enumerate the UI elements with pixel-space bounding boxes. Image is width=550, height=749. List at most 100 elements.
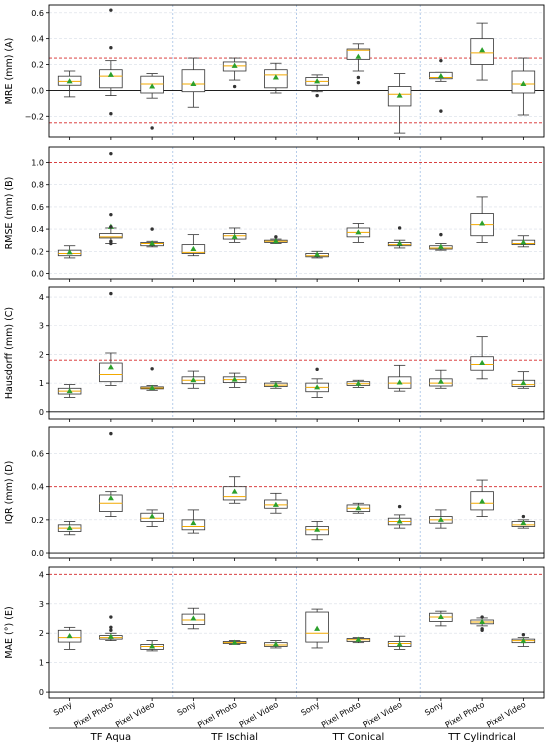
mean-marker <box>520 80 527 86</box>
mean-marker <box>272 501 279 507</box>
box-3 <box>181 234 206 257</box>
panel-frame <box>48 426 545 559</box>
panel-frame <box>48 4 545 138</box>
box-7 <box>346 43 371 85</box>
y-axis-label: IQR (mm) (D) <box>4 461 15 525</box>
y-tick-label: 1.0 <box>31 159 44 168</box>
outlier-point <box>315 93 319 98</box>
outlier-point <box>397 226 402 230</box>
mean-marker <box>437 243 444 249</box>
mean-marker <box>355 380 362 386</box>
box-3 <box>181 509 206 534</box>
box-7 <box>346 636 371 644</box>
mean-marker <box>107 633 114 639</box>
mean-marker <box>479 498 486 504</box>
outlier-point <box>150 367 154 371</box>
mean-marker <box>190 377 197 383</box>
mean-marker <box>396 240 403 246</box>
outlier-point <box>109 615 113 619</box>
box-6 <box>305 608 329 649</box>
box-0 <box>57 626 82 650</box>
box-1 <box>99 151 123 246</box>
mean-marker <box>190 80 197 86</box>
y-tick-label: 0.8 <box>31 181 44 190</box>
box-4 <box>222 476 247 504</box>
box-11 <box>511 235 536 248</box>
outlier-point <box>109 628 113 632</box>
mean-marker <box>520 637 527 644</box>
mean-marker <box>190 519 197 526</box>
group-label: TF Ischial <box>210 732 258 743</box>
box-0 <box>57 384 82 398</box>
outlier-point <box>109 8 113 12</box>
box-7 <box>346 502 371 514</box>
x-tick-label: Sony <box>423 700 445 718</box>
box-2 <box>140 640 164 652</box>
outlier-point <box>521 514 526 519</box>
outlier-point <box>439 58 443 63</box>
box-1 <box>99 291 123 386</box>
outlier-point <box>356 80 361 85</box>
outlier-point <box>439 232 443 237</box>
mean-marker <box>479 618 486 625</box>
y-tick-label: 0.6 <box>31 450 44 459</box>
box-6 <box>305 367 329 398</box>
y-tick-label: 4 <box>39 293 44 302</box>
box-0 <box>57 521 82 536</box>
x-tick-label: Pixel Video <box>485 700 527 730</box>
x-tick-label: Pixel Photo <box>72 700 115 730</box>
panel-mre: −0.2 0.0 0.2 0.4 0.6 MRE (mm) (A) <box>4 4 545 140</box>
panel-frame <box>48 146 545 280</box>
group-label: TF Aqua <box>90 732 132 743</box>
box-2 <box>140 73 164 130</box>
box-5 <box>264 62 288 94</box>
x-tick-label: Pixel Photo <box>320 700 363 730</box>
y-tick-label: 1 <box>39 659 44 668</box>
mean-marker <box>520 519 527 526</box>
mean-marker <box>479 359 486 366</box>
y-tick-label: 0.2 <box>31 516 44 525</box>
panel-hausdorff: 0 1 2 3 4 Hausdorff (mm) (C) <box>4 286 545 422</box>
panel-rmse: 0.0 0.2 0.4 0.6 0.8 1.0 RMSE (mm) (B) <box>4 146 545 282</box>
panel-iqr: 0.0 0.2 0.4 0.6 IQR (mm) (D) <box>4 426 545 561</box>
box-4 <box>222 57 247 89</box>
box-11 <box>511 633 536 647</box>
outlier-point <box>315 367 319 372</box>
box-iqr <box>181 69 206 93</box>
y-tick-label: 0.6 <box>31 203 44 212</box>
x-tick-label: Sony <box>299 700 321 718</box>
mean-marker <box>396 518 403 524</box>
box-9 <box>429 610 453 627</box>
outlier-point <box>480 615 484 619</box>
box-4 <box>222 227 247 243</box>
mean-marker <box>396 379 403 385</box>
group-label: TT Cylindrical <box>447 732 516 743</box>
box-4 <box>222 372 247 388</box>
x-tick-label: Pixel Video <box>238 700 280 730</box>
box-10 <box>470 336 494 380</box>
mean-marker <box>520 239 527 245</box>
x-tick-label: Pixel Video <box>361 700 403 730</box>
mean-marker <box>231 639 238 645</box>
x-tick-label: Pixel Photo <box>444 700 487 730</box>
y-tick-label: 1 <box>39 379 44 388</box>
y-axis-label: MAE (°) (E) <box>4 606 15 658</box>
box-2 <box>140 367 164 391</box>
outlier-point <box>109 291 113 296</box>
outlier-point <box>109 625 113 630</box>
box-9 <box>429 369 453 389</box>
mean-marker <box>437 516 444 522</box>
mean-marker <box>272 381 279 388</box>
outlier-point <box>397 504 402 509</box>
mean-marker <box>437 378 444 384</box>
mean-marker <box>66 387 73 394</box>
box-11 <box>511 57 536 116</box>
box-2 <box>140 227 164 248</box>
mean-marker <box>231 62 238 68</box>
box-11 <box>511 371 536 389</box>
mean-marker <box>314 526 321 532</box>
y-tick-label: 0.6 <box>31 9 44 18</box>
outlier-point <box>109 46 113 50</box>
outlier-point <box>109 212 113 217</box>
box-0 <box>57 70 82 98</box>
